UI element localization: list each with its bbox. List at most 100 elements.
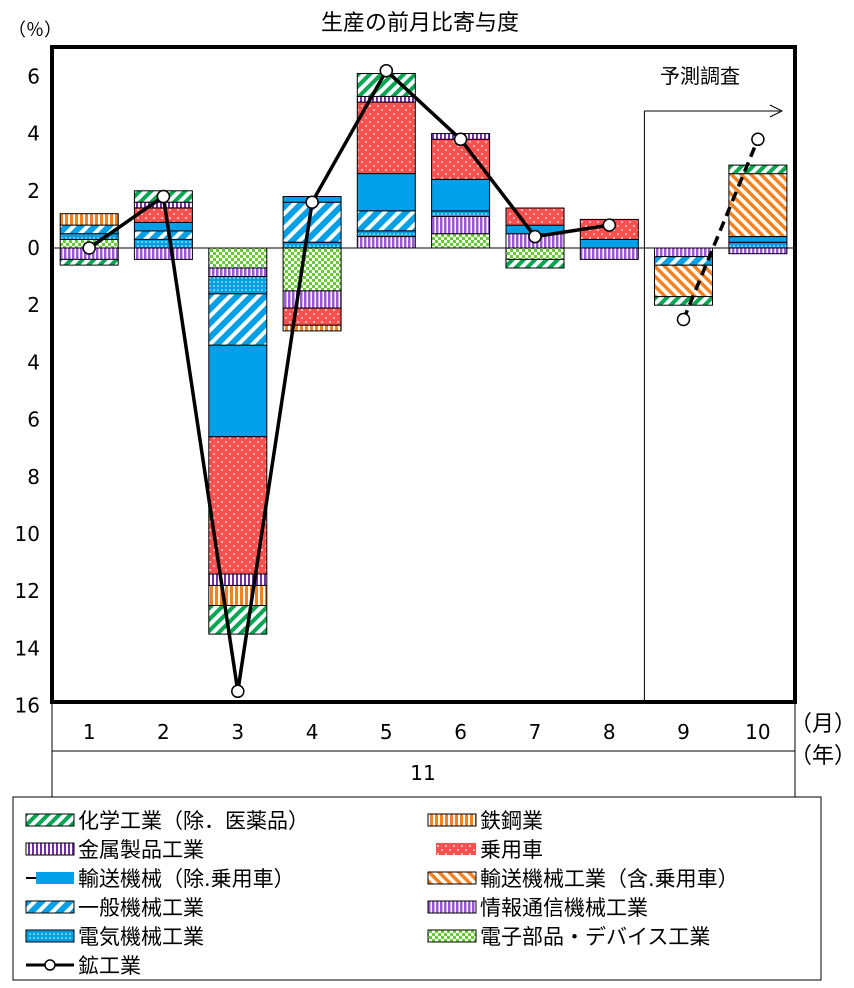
year-label: 11: [410, 761, 435, 785]
bar-segment-info-3: [208, 267, 268, 278]
legend-swatch-car: [436, 843, 476, 855]
bar-segment-electronics-7: [505, 247, 565, 260]
x-tick-label-4: 4: [306, 720, 319, 744]
y-axis-unit: （％）: [8, 20, 62, 41]
bar-segment-electric-3: [208, 276, 268, 295]
bar-segment-chem-10: [728, 164, 788, 175]
bar-segment-transport-2: [133, 221, 193, 232]
plot-area: [50, 45, 797, 704]
x-tick-label-5: 5: [380, 720, 393, 744]
y-tick-label: 4: [27, 122, 40, 146]
mining-point-9: [676, 312, 691, 327]
y-tick-label: 2: [27, 179, 40, 203]
mining-line-actual: [88, 67, 610, 692]
bar-segment-info-6: [431, 216, 491, 235]
bar-segment-steel-3: [208, 585, 268, 606]
legend-frame: [12, 796, 822, 981]
legend-label-car: 乗用車: [480, 838, 543, 862]
legend-swatch-electronics: [427, 929, 477, 943]
legend-swatch-electric: [25, 929, 75, 943]
x-axis: 1 2 3 4 5 6 7 8 9 10: [83, 720, 771, 744]
y-tick-label: 12: [15, 579, 40, 603]
mining-point-3: [231, 684, 245, 699]
mining-point-5: [379, 63, 394, 78]
bar-segment-chem-1: [59, 258, 119, 266]
bar-segment-info-10: [728, 247, 788, 255]
bar-segment-general-2: [133, 230, 193, 240]
forecast-annotation: 予測調査: [643, 64, 784, 702]
bar-segment-general-9: [654, 256, 713, 266]
legend-swatch-transport_incl: [427, 871, 477, 885]
bar-segment-info-2: [133, 247, 193, 260]
legend-swatch-marker: [44, 959, 56, 971]
legend-label-steel: 鉄鋼業: [480, 809, 543, 833]
x-tick-label-6: 6: [454, 720, 467, 744]
bar-segment-steel-1: [59, 213, 119, 226]
bar-segment-info-8: [579, 247, 639, 260]
bar-segment-transport-3: [208, 344, 268, 438]
y-tick-label: 2: [27, 293, 40, 317]
mining-line-group: [82, 63, 765, 699]
bar-segment-electronics-3: [208, 247, 268, 269]
x-tick-label-1: 1: [83, 720, 96, 744]
legend-label-transport: 輸送機械（除.乗用車）: [78, 867, 295, 891]
bar-segment-electric-5: [356, 230, 416, 238]
bar-segment-steel-4: [282, 324, 342, 332]
bar-segment-car-7: [505, 207, 565, 226]
y-tick-label: 10: [15, 522, 40, 546]
legend-swatch-chem: [25, 813, 75, 827]
legend-label-general: 一般機械工業: [78, 896, 204, 920]
y-tick-label: 4: [27, 350, 40, 374]
bar-segment-electric-4: [282, 241, 342, 249]
legend-label-electric: 電気機械工業: [78, 925, 204, 949]
bar-segment-car-4: [282, 307, 342, 326]
forecast-label: 予測調査: [660, 64, 740, 88]
bar-segment-transport-5: [356, 173, 416, 212]
x-tick-label-7: 7: [529, 720, 542, 744]
bar-segment-electric-6: [431, 210, 491, 218]
y-tick-label: 0: [27, 236, 40, 260]
bar-segment-general-5: [356, 210, 416, 232]
mining-point-2: [156, 189, 171, 204]
bar-segment-info-9: [654, 247, 713, 258]
bar-segment-chem-3: [208, 605, 268, 635]
legend-swatch-info: [427, 900, 477, 914]
x-axis-unit-year: （年）: [790, 744, 854, 769]
mining-point-6: [453, 132, 468, 147]
y-tick-label: 14: [15, 636, 40, 660]
bar-segment-general-3: [208, 293, 268, 346]
bar-segment-electronics-4: [282, 247, 342, 292]
bar-segment-transport-10: [728, 236, 788, 243]
y-tick-label: 6: [27, 408, 40, 432]
mining-point-8: [602, 218, 617, 232]
legend-label-electronics: 電子部品・デバイス工業: [480, 925, 710, 949]
bar-segment-chem-7: [505, 258, 565, 269]
bar-segment-electric-2: [133, 238, 193, 249]
bar-segment-transport-8: [579, 238, 639, 249]
bar-segment-chem-9: [654, 296, 713, 306]
x-tick-label-9: 9: [677, 720, 690, 744]
plot-frame: [50, 45, 797, 704]
legend-label-mining: 鉱工業: [78, 954, 141, 978]
x-tick-label-3: 3: [231, 720, 244, 744]
legend-label-chem: 化学工業（除．医薬品）: [78, 809, 309, 833]
legend-label-transport_incl: 輸送機械工業（含.乗用車）: [480, 867, 739, 891]
legend-label-metal: 金属製品工業: [78, 838, 204, 862]
mining-point-1: [82, 241, 96, 255]
mining-point-7: [528, 229, 542, 244]
legend-swatch-metal: [25, 842, 75, 856]
mining-line-forecast: [681, 138, 760, 321]
bar-segment-info-5: [356, 236, 416, 249]
bar-segment-car-5: [356, 101, 416, 175]
x-axis-unit-month: （月）: [790, 712, 854, 737]
y-axis: 6 4 2 0 2 4 6 8 10 12 14 16: [15, 64, 40, 717]
forecast-arrowhead: [769, 104, 784, 118]
y-tick-label: 16: [15, 694, 40, 718]
y-tick-label: 8: [27, 465, 40, 489]
legend-label-info: 情報通信機械工業: [480, 896, 648, 920]
mining-point-4: [305, 195, 319, 209]
legend-swatch-transport: [36, 872, 74, 884]
